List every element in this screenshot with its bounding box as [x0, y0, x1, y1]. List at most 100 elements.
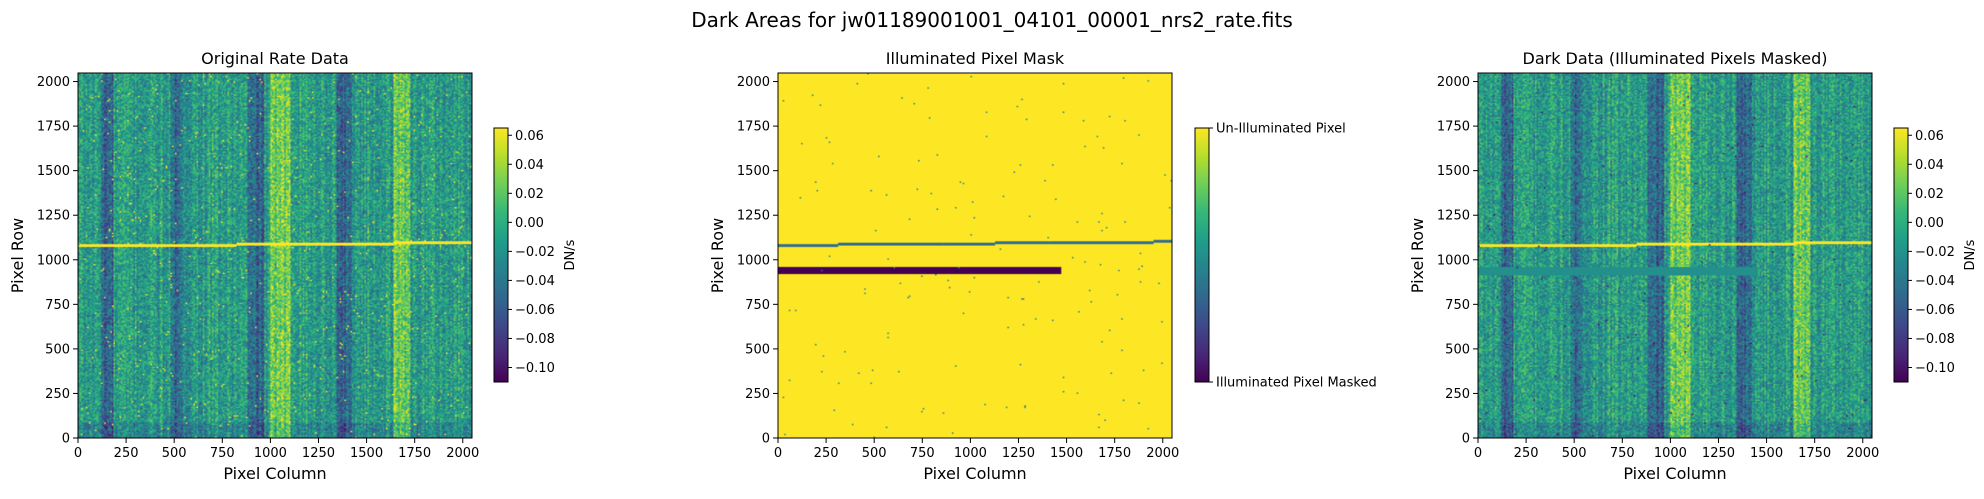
y-tick-label: 1750: [1437, 120, 1470, 135]
y-tick-label: 250: [745, 387, 770, 402]
plot-frame: [1477, 72, 1873, 439]
y-tick-label: 1750: [37, 120, 70, 135]
y-axis-label: Pixel Row: [708, 218, 727, 293]
y-tick-label: 1500: [37, 164, 70, 179]
colorbar-tick-label: Un-Illuminated Pixel: [1216, 122, 1346, 137]
heatmap-image: [78, 73, 472, 438]
x-tick-label: 2000: [1146, 446, 1179, 461]
x-tick-label: 250: [114, 446, 139, 461]
x-tick-label: 1250: [1702, 446, 1735, 461]
x-tick-label: 1500: [1750, 446, 1783, 461]
panel-2: Illuminated Pixel Mask 0 250 500 750 1000 1250…: [708, 49, 1377, 483]
x-tick-label: 500: [862, 446, 887, 461]
x-tick-label: 1250: [302, 446, 335, 461]
y-tick-label: 2000: [737, 75, 770, 90]
colorbar-tick-label: 0.06: [515, 129, 544, 144]
plot-frame: [777, 72, 1173, 439]
panel-title: Original Rate Data: [201, 49, 349, 68]
colorbar-tick-label: −0.08: [1915, 332, 1955, 347]
colorbar-tick-label: 0.04: [515, 158, 544, 173]
x-axis-label: Pixel Column: [223, 464, 326, 483]
y-tick-label: 500: [45, 342, 70, 357]
y-tick-label: 750: [745, 298, 770, 313]
y-tick-label: 750: [1445, 298, 1470, 313]
panel-title: Dark Data (Illuminated Pixels Masked): [1523, 49, 1828, 68]
y-tick-label: 1250: [1437, 209, 1470, 224]
y-tick-label: 250: [45, 387, 70, 402]
x-tick-label: 750: [1610, 446, 1635, 461]
x-tick-label: 1750: [398, 446, 431, 461]
colorbar-tick-label: −0.02: [1915, 245, 1955, 260]
colorbar-tick-label: −0.06: [515, 303, 555, 318]
y-tick-label: 0: [62, 432, 70, 447]
y-tick-label: 1250: [737, 209, 770, 224]
colorbar-tick-label: Illuminated Pixel Masked: [1216, 376, 1377, 391]
x-tick-label: 1000: [1654, 446, 1687, 461]
x-tick-label: 750: [210, 446, 235, 461]
panels: Original Rate Data 0 250 500 750 1000 1250 1500…: [8, 49, 1978, 483]
y-tick-label: 1000: [737, 253, 770, 268]
x-tick-label: 1750: [1098, 446, 1131, 461]
colorbar-label: DN/s: [563, 239, 578, 270]
y-tick-label: 500: [745, 342, 770, 357]
x-tick-label: 1500: [1050, 446, 1083, 461]
colorbar-tick-label: −0.10: [515, 361, 555, 376]
plot-frame: [77, 72, 473, 439]
y-tick-label: 1750: [737, 120, 770, 135]
y-tick-label: 750: [45, 298, 70, 313]
y-tick-label: 0: [1462, 432, 1470, 447]
x-tick-label: 0: [1474, 446, 1482, 461]
y-tick-label: 500: [1445, 342, 1470, 357]
x-tick-label: 1000: [954, 446, 987, 461]
heatmap-image: [778, 73, 1172, 438]
y-axis-label: Pixel Row: [1408, 218, 1427, 293]
colorbar: [1194, 127, 1210, 383]
colorbar: [1893, 127, 1909, 383]
x-tick-label: 1750: [1798, 446, 1831, 461]
colorbar-tick-label: −0.10: [1915, 361, 1955, 376]
colorbar-tick-label: 0.00: [515, 216, 544, 231]
x-tick-label: 2000: [1846, 446, 1879, 461]
colorbar-tick-label: −0.04: [1915, 274, 1955, 289]
colorbar-tick-label: 0.06: [1915, 129, 1944, 144]
y-tick-label: 1500: [1437, 164, 1470, 179]
y-tick-label: 2000: [1437, 75, 1470, 90]
colorbar-label: DN/s: [1963, 239, 1978, 270]
y-tick-label: 1000: [1437, 253, 1470, 268]
panel-title: Illuminated Pixel Mask: [886, 49, 1065, 68]
x-axis-label: Pixel Column: [923, 464, 1026, 483]
x-tick-label: 0: [774, 446, 782, 461]
x-tick-label: 1250: [1002, 446, 1035, 461]
colorbar-tick-label: −0.08: [515, 332, 555, 347]
y-tick-label: 1500: [737, 164, 770, 179]
colorbar-tick-label: −0.02: [515, 245, 555, 260]
colorbar: [493, 127, 509, 383]
x-tick-label: 1500: [350, 446, 383, 461]
y-tick-label: 1250: [37, 209, 70, 224]
x-tick-label: 500: [1562, 446, 1587, 461]
x-tick-label: 250: [814, 446, 839, 461]
y-axis-label: Pixel Row: [8, 218, 27, 293]
x-tick-label: 250: [1514, 446, 1539, 461]
colorbar-tick-label: 0.02: [1915, 187, 1944, 202]
y-tick-label: 1000: [37, 253, 70, 268]
x-axis-label: Pixel Column: [1623, 464, 1726, 483]
figure-title: Dark Areas for jw01189001001_04101_00001…: [691, 8, 1293, 32]
colorbar-tick-label: 0.04: [1915, 158, 1944, 173]
x-tick-label: 1000: [254, 446, 287, 461]
x-tick-label: 500: [162, 446, 187, 461]
y-tick-label: 2000: [37, 75, 70, 90]
x-tick-label: 2000: [446, 446, 479, 461]
x-tick-label: 750: [910, 446, 935, 461]
colorbar-tick-label: 0.02: [515, 187, 544, 202]
colorbar-tick-label: −0.04: [515, 274, 555, 289]
panel-1: Original Rate Data 0 250 500 750 1000 1250 1500…: [8, 49, 578, 483]
y-tick-label: 250: [1445, 387, 1470, 402]
x-tick-label: 0: [74, 446, 82, 461]
colorbar-tick-label: 0.00: [1915, 216, 1944, 231]
panel-3: Dark Data (Illuminated Pixels Masked) 0 25…: [1408, 49, 1978, 483]
heatmap-image: [1478, 73, 1872, 438]
y-tick-label: 0: [762, 432, 770, 447]
